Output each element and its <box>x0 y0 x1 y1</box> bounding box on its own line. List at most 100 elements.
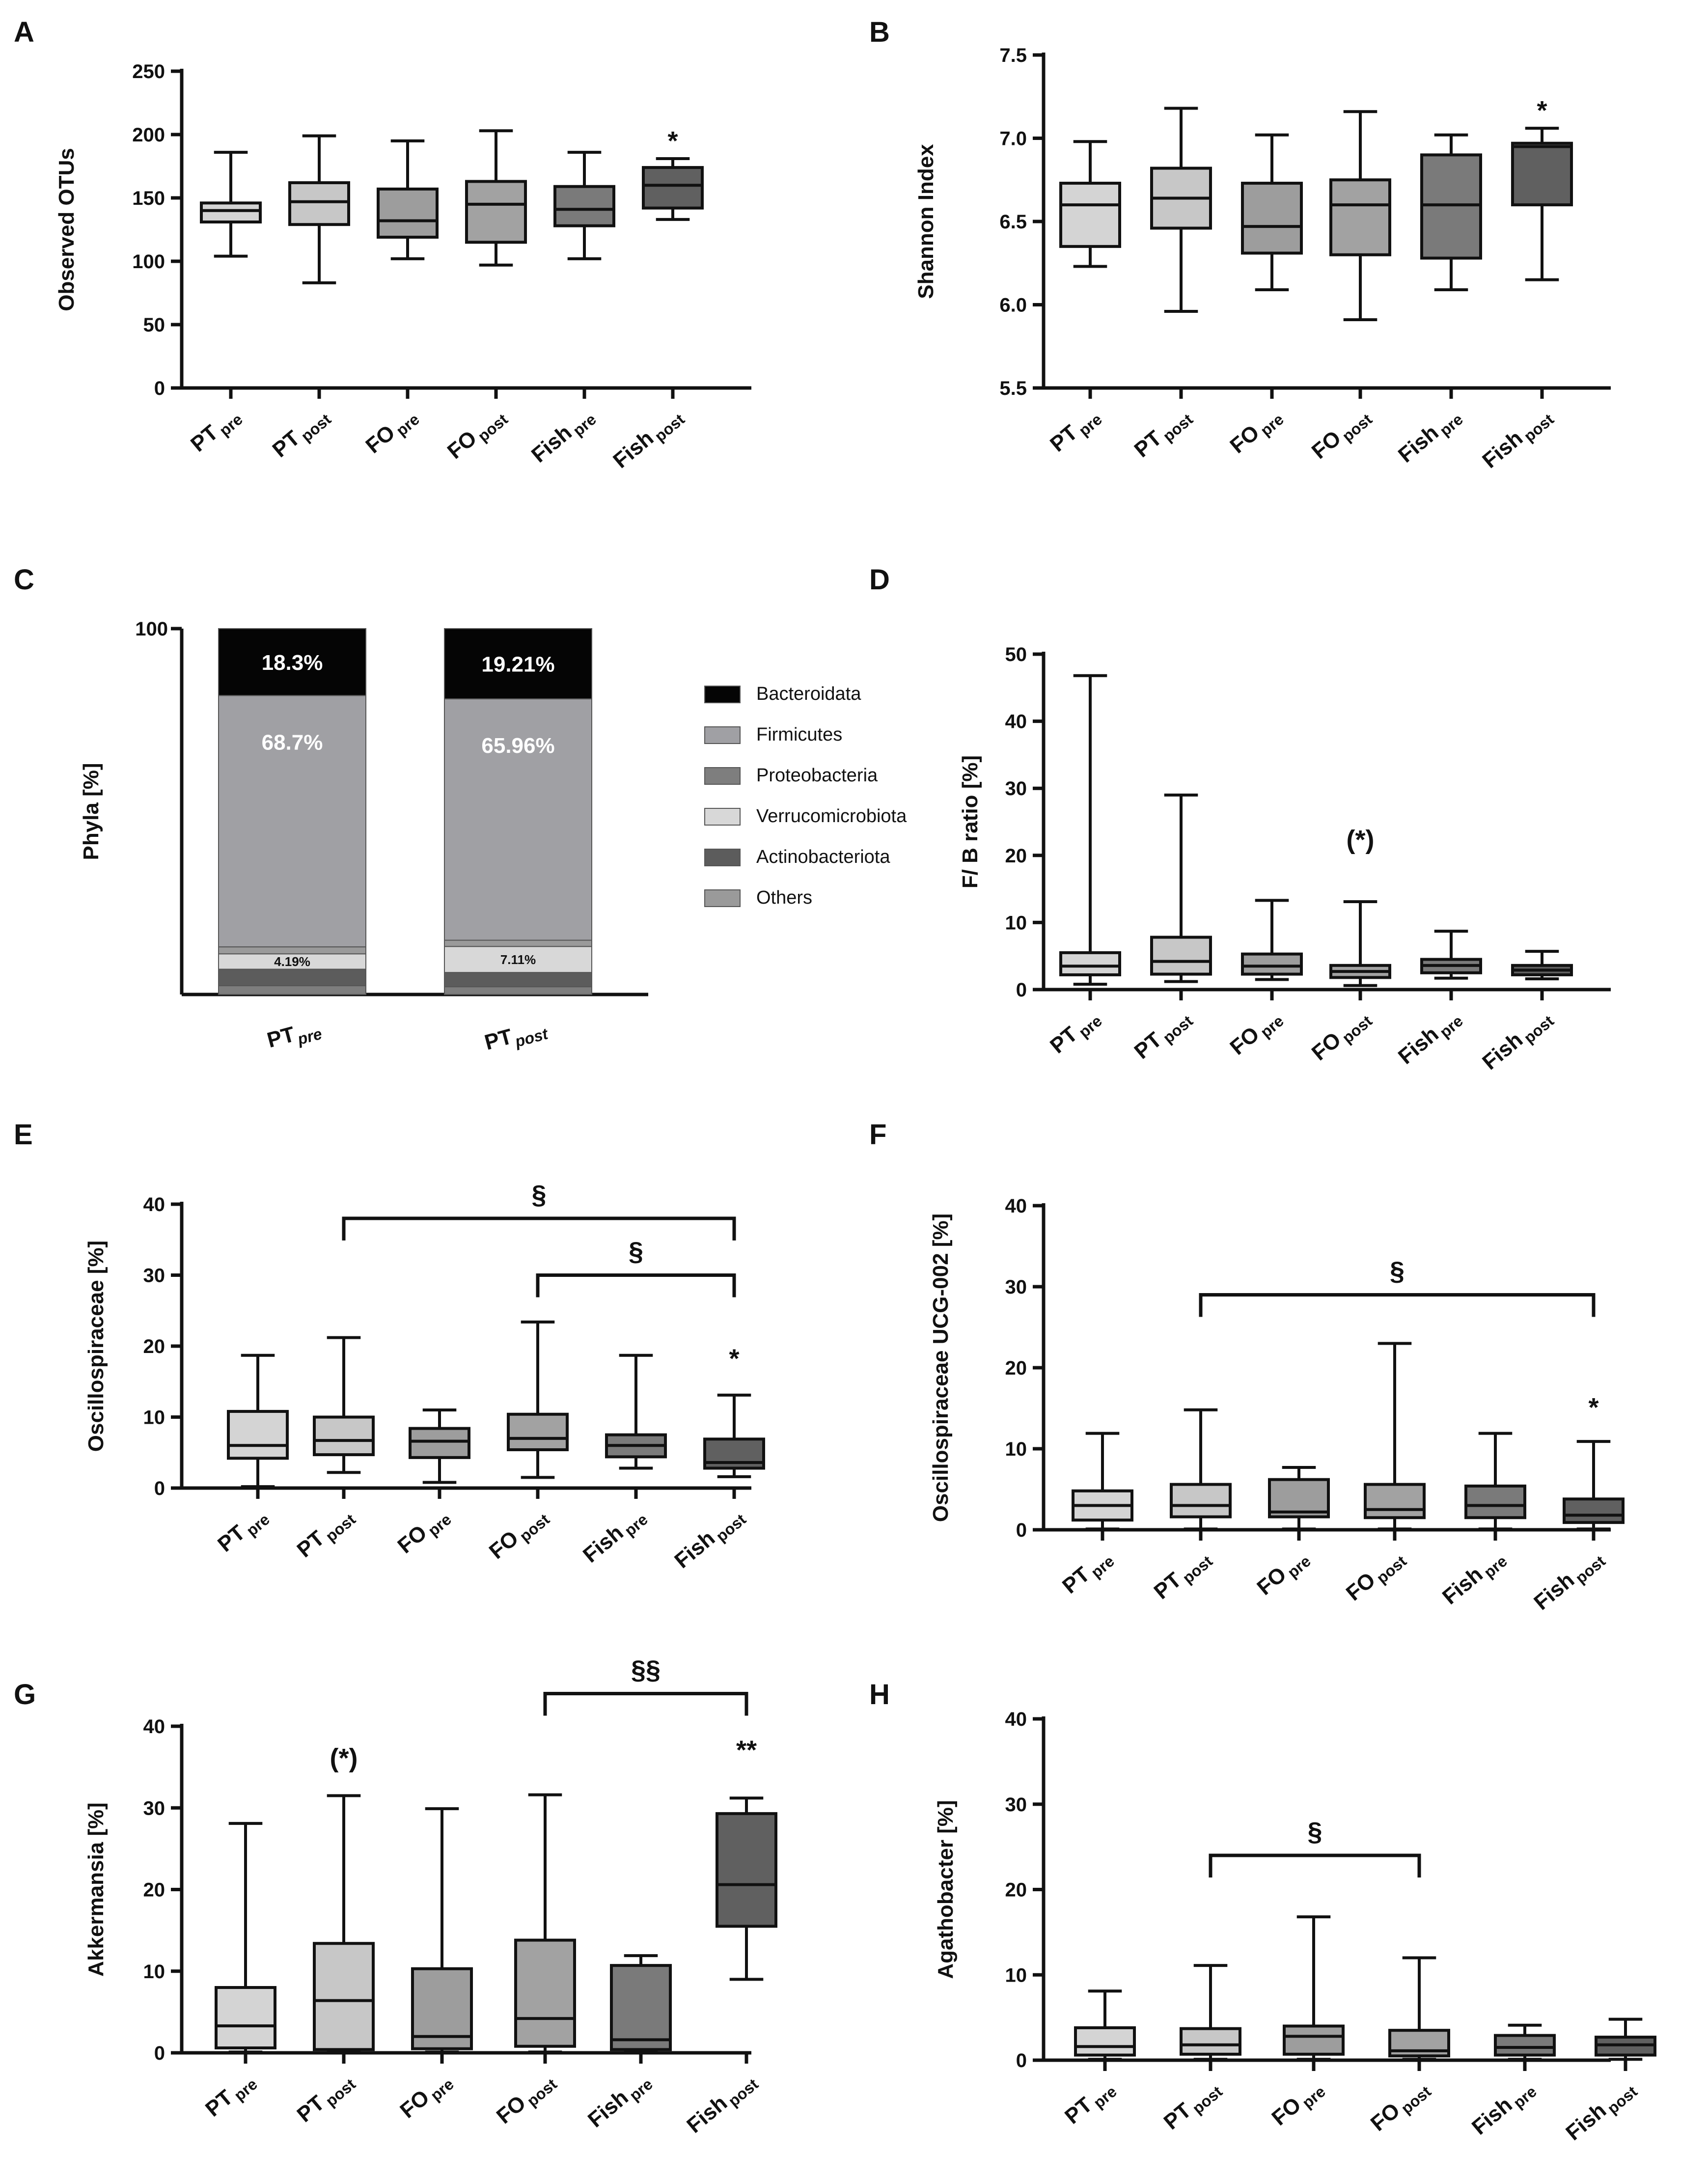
x-tick-label: FOpost <box>1342 1545 1410 1608</box>
x-tick-label-sub: pre <box>621 1510 651 1540</box>
y-tick-label: 30 <box>143 1265 165 1287</box>
box-2 <box>411 1807 473 2054</box>
x-tick-label-sub: post <box>725 2075 762 2110</box>
legend-label: Actinobacteriota <box>756 847 890 867</box>
y-tick-label: 150 <box>132 188 165 209</box>
x-tick-label: PTpre <box>213 1503 273 1559</box>
box-2 <box>1283 1915 1345 2061</box>
segment-others <box>444 939 592 947</box>
x-tick-label-main: Fish <box>1467 2093 1517 2140</box>
x-tick-label: Fishpost <box>1561 2075 1641 2148</box>
box-iqr <box>642 166 704 210</box>
x-tick-label-sub: pre <box>570 410 600 440</box>
segment-verrucomicrobiota <box>218 953 366 970</box>
x-tick-label: PTpre <box>1060 2075 1120 2131</box>
box-5 <box>642 157 704 221</box>
x-tick-label-sub: post <box>322 2075 359 2110</box>
segment-proteobacteria <box>444 986 592 995</box>
segment-firmicutes <box>218 695 366 948</box>
x-tick-label: Fishpre <box>579 1503 651 1570</box>
segment-verrucomicrobiota <box>444 946 592 973</box>
box-4 <box>605 1353 667 1470</box>
y-tick-label: 0 <box>154 378 165 399</box>
x-tick-label: PTpost <box>293 1503 359 1565</box>
box-3 <box>1329 110 1391 322</box>
box-2 <box>1241 899 1303 981</box>
box-3 <box>514 1793 576 2054</box>
x-tick-label: FOpost <box>443 403 511 467</box>
box-1 <box>1180 1964 1241 2061</box>
y-tick-label: 6.5 <box>999 211 1027 233</box>
legend-swatch <box>704 808 741 826</box>
comparison-marker: § <box>1390 1257 1405 1286</box>
legend-label: Others <box>756 887 812 908</box>
legend-swatch <box>704 726 741 744</box>
panel-e: E Oscillospiraceae [%] 0 10 20 30 40 PTpre PTpos… <box>14 1119 765 1573</box>
box-4 <box>1494 2023 1556 2061</box>
x-tick-label-sub: post <box>1398 2082 1434 2117</box>
x-tick-label-sub: pre <box>1257 410 1287 440</box>
box-iqr <box>200 201 262 224</box>
y-tick-label: 20 <box>143 1879 165 1901</box>
significance-marker: * <box>1588 1393 1598 1422</box>
x-tick-label: Fishpre <box>583 2068 656 2135</box>
x-tick-label-sub: post <box>1520 1012 1557 1047</box>
x-tick-label-main: Fish <box>579 1520 628 1568</box>
box-iqr <box>1494 2034 1556 2057</box>
x-tick-label: Fishpost <box>1478 403 1557 476</box>
y-tick-label: 40 <box>1005 1195 1027 1217</box>
x-tick-label-main: Fish <box>608 426 658 473</box>
y-tick-label: 100 <box>132 251 165 273</box>
x-tick-label-main: PT <box>265 1022 298 1052</box>
box-2 <box>1268 1465 1330 1531</box>
x-tick-label-sub: post <box>1339 410 1376 445</box>
box-iqr <box>465 180 527 244</box>
y-axis-label: Phyla [%] <box>79 763 103 860</box>
x-tick-label: Fishpre <box>1394 1004 1466 1072</box>
x-tick-label-sub: post <box>298 410 334 445</box>
y-tick-label: 0 <box>154 1478 165 1499</box>
box-5 <box>1563 1440 1625 1531</box>
x-tick-label: FOpre <box>395 2068 457 2126</box>
legend-label: Firmicutes <box>756 724 842 745</box>
box-3 <box>1388 1956 1450 2061</box>
segment-proteobacteria <box>218 985 366 995</box>
box-1 <box>313 1794 375 2054</box>
box-iqr <box>377 187 439 239</box>
panel-b: B Shannon Index 5.5 6.0 6.5 7.0 7.5 PTpre PTpost… <box>869 16 1611 476</box>
box-iqr <box>610 1964 672 2051</box>
x-tick-label: FOpre <box>1225 1004 1287 1062</box>
x-tick-label: PTpre <box>201 2068 261 2124</box>
box-iqr <box>313 1415 375 1457</box>
box-5 <box>1511 950 1573 981</box>
box-4 <box>553 151 615 260</box>
x-tick-label-main: Fish <box>1394 420 1443 468</box>
significance-marker: * <box>667 126 678 156</box>
x-tick-label: FOpost <box>492 2068 560 2131</box>
y-tick-label: 30 <box>1005 1276 1027 1298</box>
panel-h: H Agathobacter [%] 0 10 20 30 40 PTpre PTpost FOp… <box>869 1679 1656 2148</box>
box-3 <box>507 1320 569 1479</box>
panel-letter: C <box>14 564 34 596</box>
box-1 <box>1170 1408 1232 1531</box>
x-tick-label: PTpost <box>1130 1004 1197 1067</box>
legend-swatch <box>704 849 741 866</box>
box-iqr <box>1180 2027 1241 2056</box>
comparison-bracket <box>543 1692 748 1716</box>
box-iqr <box>215 1986 276 2050</box>
comparison-marker: § <box>629 1237 643 1267</box>
x-tick-label-sub: post <box>713 1510 749 1545</box>
box-2 <box>409 1408 470 1484</box>
x-tick-label: PTpre <box>1046 403 1105 459</box>
comparison-marker: § <box>531 1180 546 1210</box>
y-axis-label: Oscillospiraceae UCG-002 [%] <box>929 1214 953 1522</box>
legend-label: Proteobacteria <box>756 765 878 786</box>
x-tick-label: FOpost <box>1366 2075 1434 2139</box>
box-4 <box>1464 1432 1526 1531</box>
box-3 <box>1329 900 1391 987</box>
y-axis-label: Agathobacter [%] <box>934 1800 958 1979</box>
x-tick-label-sub: pre <box>427 2075 457 2104</box>
x-tick-label-main: Fish <box>1438 1562 1488 1609</box>
